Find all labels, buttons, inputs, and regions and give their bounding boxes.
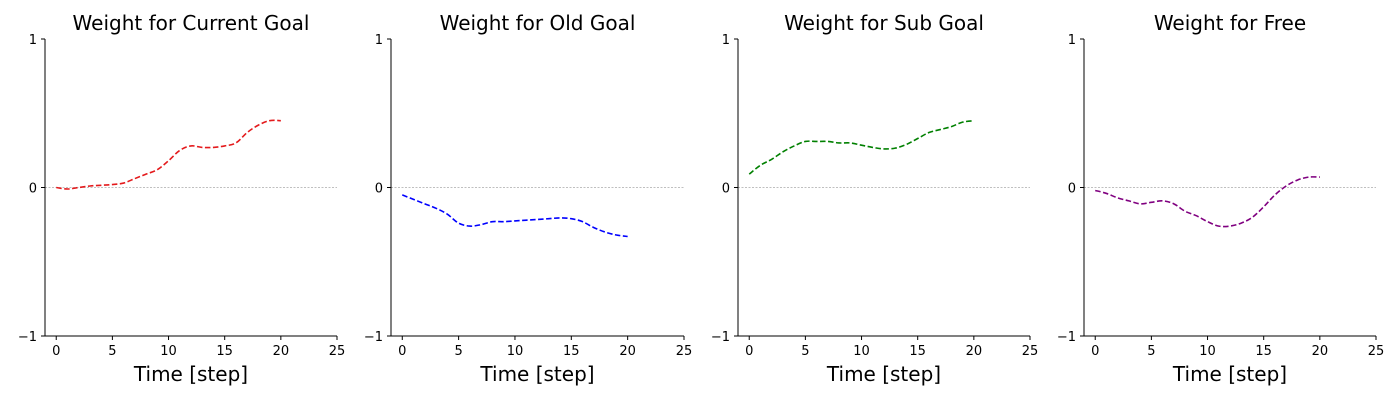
chart-title: Weight for Sub Goal (784, 11, 984, 35)
x-tick-label: 10 (853, 344, 870, 359)
series-line (748, 119, 974, 175)
y-tick-label: 0 (722, 182, 730, 197)
x-tick-label: 15 (563, 344, 580, 359)
x-tick-label: 20 (273, 344, 290, 359)
series-line (1095, 176, 1320, 228)
x-tick-label: 5 (454, 344, 462, 359)
x-tick-label: 15 (909, 344, 926, 359)
series-line (56, 119, 281, 190)
x-tick-label: 5 (801, 344, 809, 359)
x-tick-label: 25 (676, 344, 693, 359)
y-tick-label: 0 (375, 182, 383, 197)
x-axis-label: Time [step] (133, 362, 248, 386)
chart-panel-2: Weight for Old Goal 0 5 10 15 20 25 −1 0 1 Time [s… (364, 11, 692, 386)
x-tick-label: 0 (52, 344, 60, 359)
series-line (401, 194, 628, 238)
y-tick-label: 1 (375, 33, 383, 48)
chart-title: Weight for Current Goal (73, 11, 310, 35)
x-tick-label: 10 (160, 344, 177, 359)
x-tick-label: 25 (1022, 344, 1039, 359)
x-axis-label: Time [step] (826, 362, 941, 386)
x-tick-label: 20 (1312, 344, 1329, 359)
chart-title: Weight for Old Goal (440, 11, 636, 35)
y-tick-label: 1 (722, 33, 730, 48)
x-tick-label: 15 (1255, 344, 1272, 359)
x-tick-label: 0 (745, 344, 753, 359)
y-tick-label: −1 (364, 330, 383, 345)
x-tick-label: 0 (398, 344, 406, 359)
x-axis-label: Time [step] (1172, 362, 1287, 386)
chart-title: Weight for Free (1154, 11, 1306, 35)
y-tick-label: −1 (18, 330, 37, 345)
x-tick-label: 25 (1368, 344, 1385, 359)
chart-panel-4: Weight for Free 0 5 10 15 20 25 −1 0 1 Time [step] (1057, 11, 1384, 386)
y-tick-label: 1 (29, 33, 37, 48)
y-tick-label: −1 (1057, 330, 1076, 345)
x-tick-label: 10 (1199, 344, 1216, 359)
y-tick-label: 0 (1068, 182, 1076, 197)
x-tick-label: 25 (329, 344, 346, 359)
y-tick-label: 0 (29, 182, 37, 197)
x-tick-label: 20 (619, 344, 636, 359)
x-tick-label: 10 (507, 344, 524, 359)
y-tick-label: 1 (1068, 33, 1076, 48)
x-tick-label: 5 (108, 344, 116, 359)
y-tick-label: −1 (711, 330, 730, 345)
x-tick-label: 0 (1091, 344, 1099, 359)
chart-panel-1: Weight for Current Goal 0 5 10 15 20 25 −1 0 1 Tim… (18, 11, 345, 386)
chart-panel-3: Weight for Sub Goal 0 5 10 15 20 25 −1 0 1 Time [s… (711, 11, 1038, 386)
x-tick-label: 5 (1147, 344, 1155, 359)
x-axis-label: Time [step] (479, 362, 594, 386)
x-tick-label: 20 (966, 344, 983, 359)
x-tick-label: 15 (216, 344, 233, 359)
